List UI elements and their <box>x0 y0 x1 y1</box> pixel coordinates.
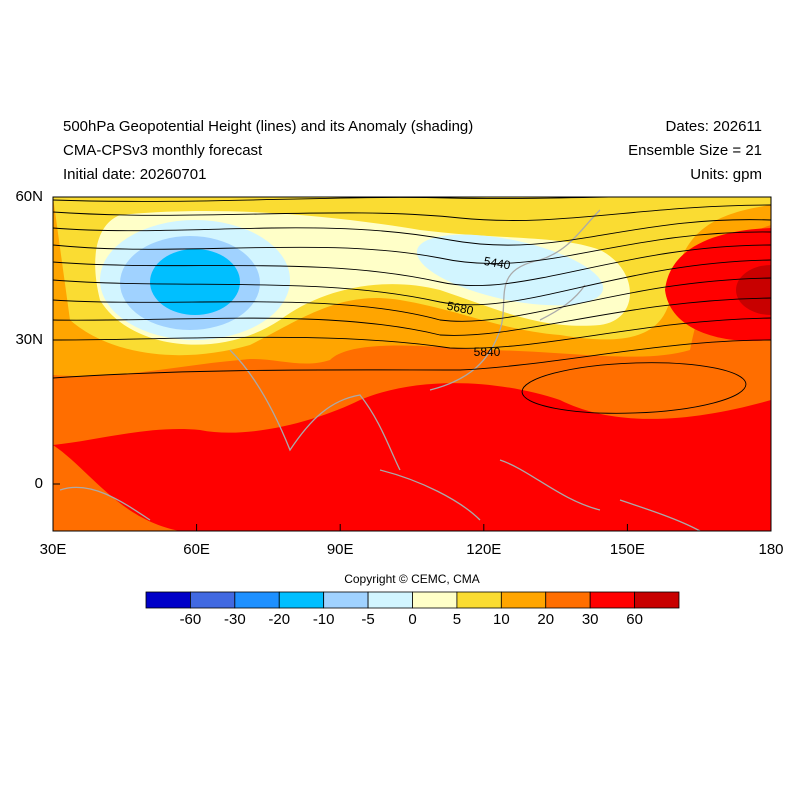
colorbar-label: 5 <box>453 611 461 628</box>
map-shading <box>53 197 771 531</box>
colorbar-label: -5 <box>361 611 374 628</box>
colorbar-label: -60 <box>180 611 202 628</box>
contour-label: 5680 <box>446 299 475 318</box>
title: 500hPa Geopotential Height (lines) and i… <box>63 118 473 135</box>
colorbar-box <box>234 591 280 609</box>
map-frame <box>52 196 772 532</box>
initial-date: Initial date: 20260701 <box>63 166 206 183</box>
colorbar-box <box>145 591 191 609</box>
lat-label: 0 <box>35 475 43 492</box>
colorbar-box <box>500 591 547 609</box>
colorbar-label: 0 <box>408 611 416 628</box>
colorbar-box <box>456 591 502 609</box>
units: Units: gpm <box>690 166 762 183</box>
copyright: Copyright © CEMC, CMA <box>344 572 480 586</box>
colorbar-box <box>545 591 591 609</box>
lon-label: 30E <box>40 541 67 558</box>
lon-label: 150E <box>610 541 645 558</box>
colorbar-label: 20 <box>537 611 554 628</box>
lon-label: 120E <box>466 541 501 558</box>
colorbar-label: 30 <box>582 611 599 628</box>
colorbar-box <box>412 591 458 609</box>
colorbar-box <box>589 591 635 609</box>
contour-label: 5840 <box>474 345 501 359</box>
contours <box>53 197 771 414</box>
colorbar-box <box>323 591 369 609</box>
subtitle: CMA-CPSv3 monthly forecast <box>63 142 263 159</box>
colorbar-box <box>190 591 236 609</box>
colorbar-box <box>367 591 413 609</box>
ensemble-size: Ensemble Size = 21 <box>628 142 762 159</box>
colorbar-box <box>278 591 325 609</box>
colorbar-label: -20 <box>268 611 290 628</box>
contour-label: 5440 <box>483 254 512 272</box>
lat-label: 30N <box>15 331 43 348</box>
lon-label: 90E <box>327 541 354 558</box>
lat-label: 60N <box>15 188 43 205</box>
colorbar: -60 -30 -20 -10 -5 0 5 10 20 30 60 <box>145 591 680 628</box>
lon-label: 60E <box>183 541 210 558</box>
coastlines <box>59 209 701 531</box>
colorbar-label: 10 <box>493 611 510 628</box>
dates: Dates: 202611 <box>666 118 762 135</box>
axis-ticks: 60N 30N 0 30E 60E 90E 120E 150E 180 <box>15 188 783 558</box>
colorbar-label: 60 <box>626 611 643 628</box>
colorbar-label: -30 <box>224 611 246 628</box>
colorbar-box <box>634 591 680 609</box>
colorbar-label: -10 <box>313 611 335 628</box>
lon-label: 180 <box>758 541 783 558</box>
